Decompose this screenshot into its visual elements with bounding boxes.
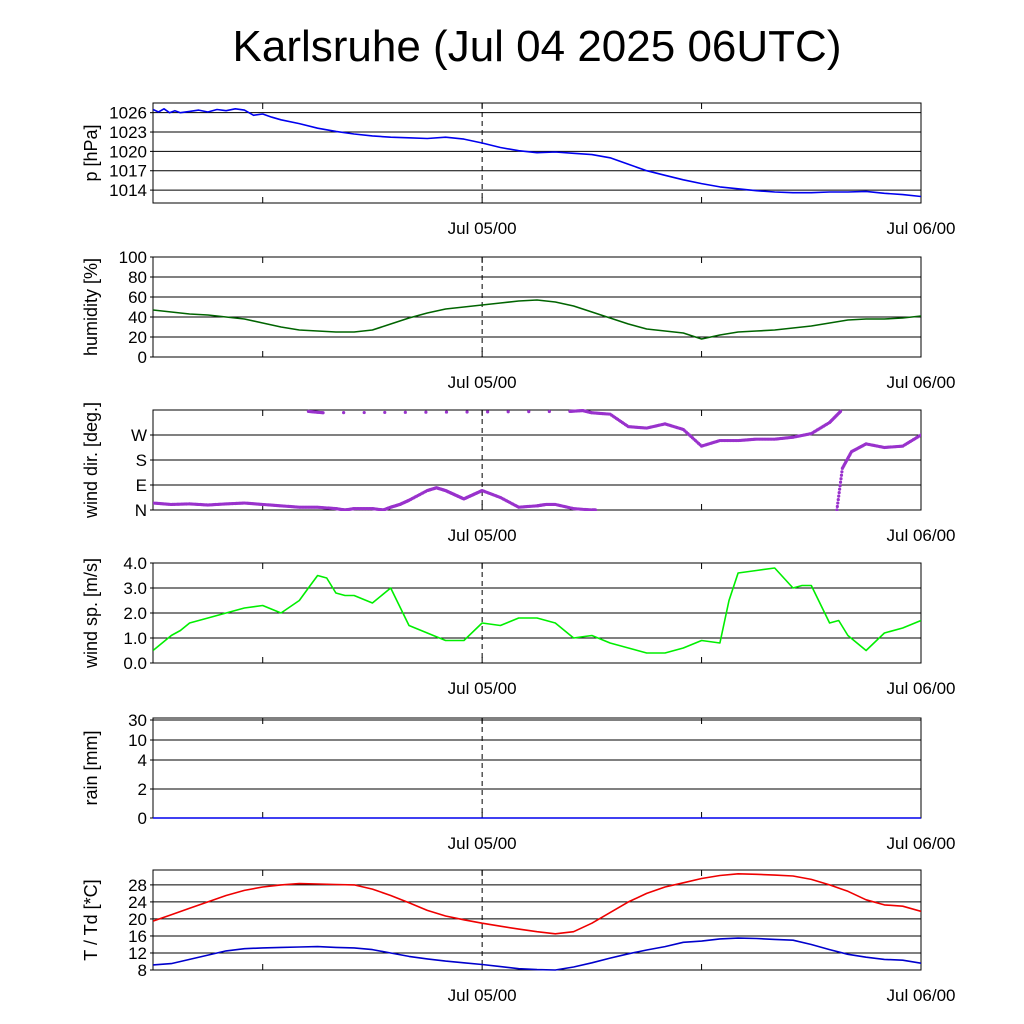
y-tick-label: 0 <box>138 348 147 367</box>
y-axis-label: rain [mm] <box>81 730 101 805</box>
data-point <box>527 410 531 414</box>
y-axis-label: wind dir. [deg.] <box>81 402 101 519</box>
x-tick-label: Jul 05/00 <box>448 679 517 698</box>
data-point <box>835 504 839 509</box>
y-tick-label: 0 <box>138 809 147 828</box>
series-line-Td <box>153 937 921 971</box>
y-tick-label: S <box>136 451 147 470</box>
y-tick-label: 30 <box>128 711 147 730</box>
y-axis-label: p [hPa] <box>81 124 101 181</box>
data-point <box>424 410 428 414</box>
data-point <box>835 508 839 511</box>
data-point <box>362 410 366 415</box>
y-axis-label: T / Td [*C] <box>81 879 101 960</box>
y-tick-label: 3.0 <box>123 579 147 598</box>
y-tick-label: 80 <box>128 268 147 287</box>
series-line-0 <box>153 299 921 340</box>
data-point <box>342 411 346 415</box>
x-tick-label: Jul 05/00 <box>448 219 517 238</box>
y-tick-label: 4.0 <box>123 554 147 573</box>
y-axis-label: humidity [%] <box>81 258 101 356</box>
y-tick-label: 20 <box>128 910 147 929</box>
data-point <box>839 473 844 477</box>
panel-frame <box>152 102 922 204</box>
series-high <box>306 409 843 448</box>
y-tick-label: 1026 <box>109 104 147 123</box>
panel-wind_speed: 0.0 1.0 2.0 3.0 4.0 Jul 05/00 Jul 06/00 wind sp… <box>81 554 956 698</box>
data-point <box>403 410 407 414</box>
data-point <box>838 409 843 413</box>
y-axis-label: wind sp. [m/s] <box>81 558 101 669</box>
y-tick-label: 1.0 <box>123 629 147 648</box>
data-point <box>836 497 840 502</box>
y-tick-label: 1017 <box>109 162 147 181</box>
x-tick-label: Jul 06/00 <box>887 526 956 545</box>
x-tick-label: Jul 06/00 <box>887 219 956 238</box>
y-tick-label: W <box>131 426 147 445</box>
y-tick-label: N <box>135 501 147 520</box>
data-point <box>836 501 840 505</box>
series-low <box>153 486 598 511</box>
data-point <box>486 410 490 414</box>
y-tick-label: 100 <box>119 248 147 267</box>
y-tick-label: 40 <box>128 308 147 327</box>
chart-title: Karlsruhe (Jul 04 2025 06UTC) <box>232 22 842 71</box>
y-tick-label: 16 <box>128 927 147 946</box>
x-tick-label: Jul 06/00 <box>887 679 956 698</box>
x-tick-label: Jul 05/00 <box>448 834 517 853</box>
y-tick-label: 28 <box>128 876 147 895</box>
y-tick-label: 12 <box>128 944 147 963</box>
x-tick-label: Jul 06/00 <box>887 986 956 1005</box>
data-point <box>383 410 387 415</box>
data-point <box>837 494 841 498</box>
y-tick-label: 1023 <box>109 123 147 142</box>
y-tick-label: 1020 <box>109 142 147 161</box>
y-tick-label: 60 <box>128 288 147 307</box>
y-tick-label: 10 <box>128 731 147 750</box>
data-point <box>506 410 510 414</box>
x-tick-label: Jul 06/00 <box>887 834 956 853</box>
data-point <box>321 411 325 415</box>
x-tick-label: Jul 05/00 <box>448 373 517 392</box>
data-point <box>465 410 469 414</box>
y-tick-label: 8 <box>138 961 147 980</box>
y-tick-label: 4 <box>138 751 147 770</box>
data-point <box>838 484 842 488</box>
data-point <box>839 477 843 481</box>
y-tick-label: 0.0 <box>123 654 147 673</box>
series-line-T <box>153 872 921 935</box>
y-tick-label: 1014 <box>109 181 147 200</box>
panel-frame <box>152 717 922 819</box>
x-tick-label: Jul 05/00 <box>448 986 517 1005</box>
panel-frame <box>152 256 922 358</box>
data-point <box>838 480 843 484</box>
data-point <box>838 487 842 491</box>
x-tick-label: Jul 05/00 <box>448 526 517 545</box>
data-point <box>547 409 551 414</box>
y-tick-label: 2 <box>138 780 147 799</box>
data-point <box>840 470 844 474</box>
data-point <box>837 491 841 495</box>
y-tick-label: 24 <box>128 893 147 912</box>
y-tick-label: E <box>136 476 147 495</box>
y-tick-label: 2.0 <box>123 604 147 623</box>
x-tick-label: Jul 06/00 <box>887 373 956 392</box>
series-rise <box>835 433 921 511</box>
series-line-0 <box>153 108 921 198</box>
data-point <box>919 433 921 437</box>
data-point <box>444 410 449 414</box>
series-line-0 <box>153 567 921 654</box>
data-point <box>593 508 598 511</box>
y-tick-label: 20 <box>128 328 147 347</box>
